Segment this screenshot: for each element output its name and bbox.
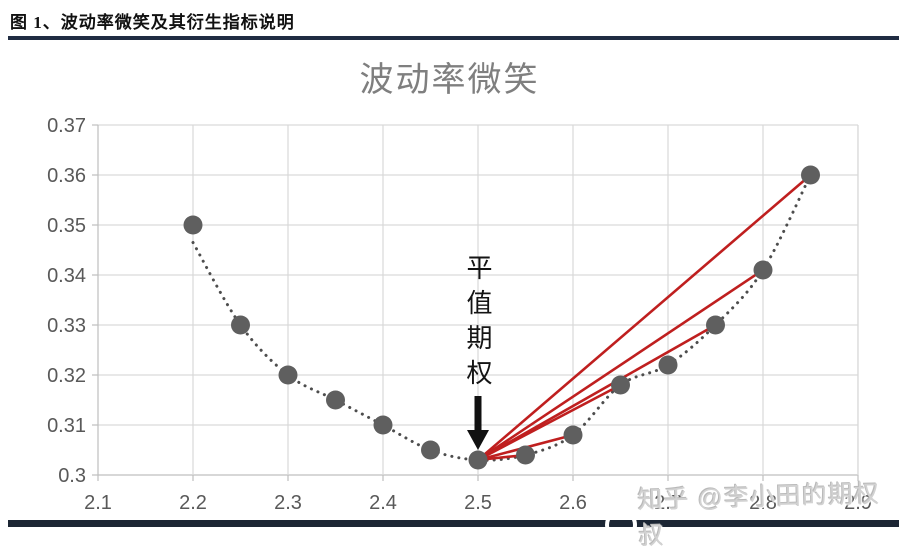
data-point	[658, 355, 678, 375]
y-tick-label: 0.32	[47, 365, 86, 387]
data-point	[421, 440, 440, 460]
volatility-smile-plot: 0.3 0.31 0.32 0.33 0.34 0.35 0.36 0.37 2.1 2.2 2.3…	[47, 115, 872, 514]
header-divider	[8, 36, 899, 40]
y-tick-label: 0.3	[58, 465, 86, 487]
atm-arrow-head	[467, 430, 489, 450]
chart-title: 波动率微笑	[359, 61, 540, 99]
y-tick-label: 0.34	[47, 265, 86, 287]
data-point	[516, 445, 535, 465]
data-point	[183, 215, 203, 235]
data-point	[468, 450, 488, 470]
data-point	[231, 315, 250, 335]
red-payoff-line	[477, 323, 717, 462]
data-point	[706, 315, 725, 335]
atm-annotation-label: 平值期权	[463, 254, 493, 394]
red-payoff-line	[477, 268, 764, 462]
data-point	[326, 390, 345, 410]
data-point	[801, 165, 820, 185]
x-tick-label: 2.9	[844, 492, 872, 514]
x-tick-label: 2.6	[559, 492, 587, 514]
data-point	[373, 415, 393, 435]
figure-page: { "header": { "title": "图 1、波动率微笑及其衍生指标说…	[8, 13, 899, 551]
y-tick-label: 0.31	[47, 415, 86, 437]
x-tick-label: 2.4	[369, 492, 397, 514]
data-point	[611, 375, 630, 395]
data-point	[753, 260, 773, 280]
x-tick-label: 2.5	[464, 492, 492, 514]
x-tick-label: 2.1	[84, 492, 112, 514]
watermark-logo-ring	[605, 509, 637, 541]
figure-caption: 图 1、波动率微笑及其衍生指标说明	[10, 13, 295, 32]
data-point	[563, 425, 583, 445]
watermark-text: 知乎 @李小田的期权叔	[637, 480, 881, 551]
data-point	[278, 365, 298, 385]
y-tick-label: 0.36	[47, 165, 86, 187]
x-tick-label: 2.3	[274, 492, 302, 514]
y-tick-label: 0.33	[47, 315, 86, 337]
y-tick-label: 0.37	[47, 115, 86, 137]
x-tick-label: 2.7	[654, 492, 682, 514]
bottom-divider	[8, 520, 899, 527]
y-tick-label: 0.35	[47, 215, 86, 237]
x-tick-label: 2.8	[749, 492, 777, 514]
red-payoff-line	[477, 174, 812, 461]
x-tick-label: 2.2	[179, 492, 207, 514]
atm-arrow-shaft	[474, 396, 482, 430]
